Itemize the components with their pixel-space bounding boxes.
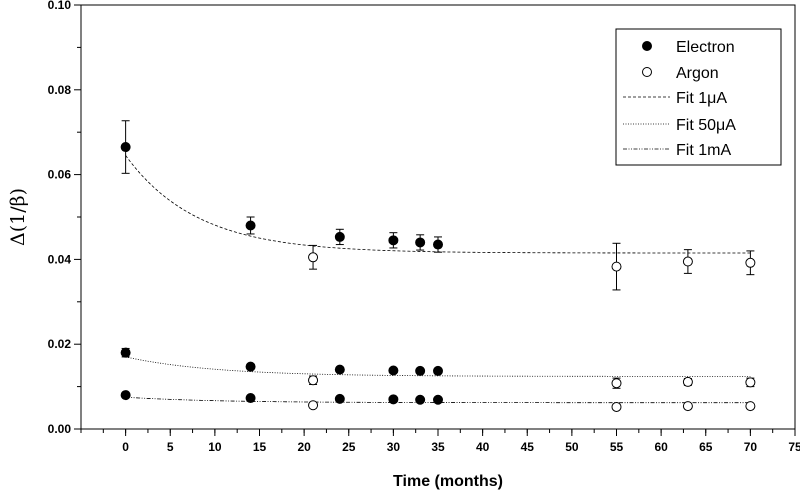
data-point-argon [682,256,693,267]
data-point-electron [388,235,399,246]
y-tick-label: 0.04 [48,252,72,266]
y-tick-label: 0.10 [48,0,72,12]
data-point-electron [415,237,426,248]
y-tick-label: 0.06 [48,168,72,182]
y-tick-label: 0.08 [48,83,72,97]
data-point-electron [433,365,443,376]
legend-marker-argon [642,67,652,77]
data-point-electron [120,142,131,153]
data-point-electron [120,347,131,358]
data-point-argon [308,375,319,386]
data-point-electron [433,239,443,250]
legend-label-fit-1ma: Fit 1mA [676,142,731,159]
y-axis-title: Δ(1/β) [7,188,29,246]
data-point-argon [611,401,622,412]
data-point-electron [334,393,345,404]
x-tick-label: 50 [565,440,579,454]
x-tick-label: 55 [610,440,624,454]
x-tick-label: 40 [476,440,490,454]
data-point-argon [308,400,319,411]
data-point-argon [745,401,756,412]
data-point-argon [611,261,622,272]
data-point-argon [308,252,319,263]
y-tick-label: 0.02 [48,337,72,351]
x-tick-label: 25 [342,440,356,454]
x-tick-label: 15 [253,440,267,454]
x-tick-label: 0 [122,440,129,454]
x-tick-label: 35 [431,440,445,454]
fit-curves [125,155,751,404]
y-tick-label: 0.00 [48,422,72,436]
data-point-electron [433,394,443,405]
data-points [120,120,756,412]
x-tick-label: 70 [744,440,758,454]
data-point-electron [245,393,256,404]
x-tick-label: 65 [699,440,713,454]
legend-marker-electron [642,41,652,51]
data-point-argon [682,376,693,387]
data-point-argon [611,378,622,389]
data-point-electron [334,364,345,375]
legend-label-fit-50ua: Fit 50μA [676,117,736,134]
x-tick-label: 45 [521,440,535,454]
data-point-electron [415,394,426,405]
x-tick-label: 10 [208,440,222,454]
x-tick-label: 20 [297,440,311,454]
data-point-electron [334,231,345,242]
legend-label-fit-1ua: Fit 1μA [676,90,727,107]
x-axis-title: Time (months) [393,473,503,490]
fit-curve-2 [125,396,751,404]
legend-label-electron: Electron [676,39,735,56]
legend: Electron Argon Fit 1μA Fit 50μA Fit 1mA [615,28,782,166]
axis-ticks: 0 5 10 15 20 25 30 35 40 45 50 55 60 65 70 75 0.00 0.02 0.… [48,0,800,454]
data-point-electron [245,220,256,231]
data-point-argon [682,401,693,412]
legend-label-argon: Argon [676,65,719,82]
data-point-argon [745,377,756,388]
data-point-electron [415,365,426,376]
x-tick-label: 5 [167,440,174,454]
data-point-argon [745,257,756,268]
data-point-electron [388,394,399,405]
data-point-electron [388,365,399,376]
data-point-electron [245,361,256,372]
x-tick-label: 75 [788,440,800,454]
data-point-electron [120,390,131,401]
x-tick-label: 30 [387,440,401,454]
x-tick-label: 60 [654,440,668,454]
